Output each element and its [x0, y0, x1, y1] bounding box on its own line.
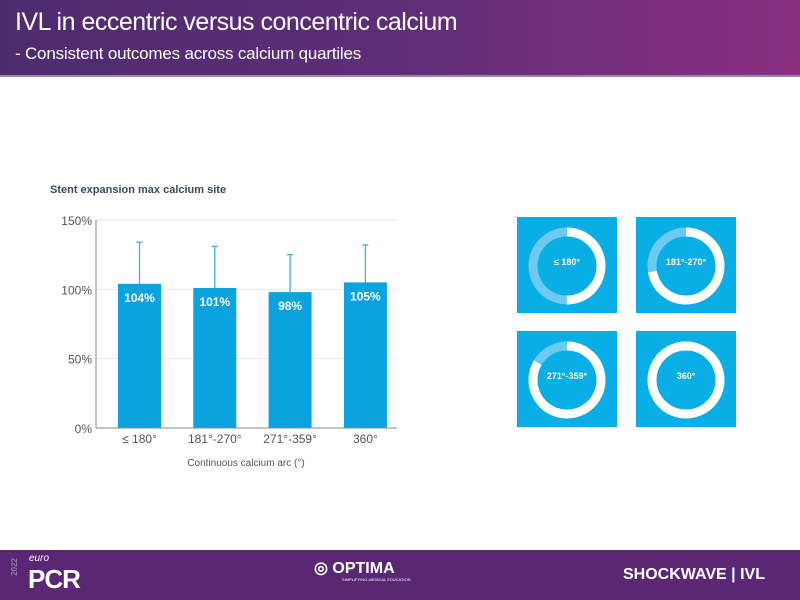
donut-arc	[528, 341, 606, 419]
donut-ring	[528, 227, 606, 305]
y-tick-label: 150%	[61, 214, 92, 228]
y-tick-label: 50%	[68, 353, 92, 367]
optima-logo: ◎ OPTIMA	[314, 560, 395, 577]
slide-title: IVL in eccentric versus concentric calci…	[15, 8, 458, 36]
donut-arc	[528, 227, 606, 305]
x-axis-title: Continuous calcium arc (°)	[187, 458, 304, 469]
donut-label: 271°-359°	[546, 371, 588, 381]
bar-value-label: 105%	[350, 289, 381, 303]
year-mark: 2022	[10, 558, 19, 576]
slide-subtitle: - Consistent outcomes across calcium qua…	[15, 44, 362, 63]
slide-header: IVL in eccentric versus concentric calci…	[0, 0, 800, 77]
donut-tile-2: 181°-270°	[636, 217, 736, 313]
donut-ring	[528, 341, 606, 419]
bar-value-label: 101%	[199, 295, 230, 309]
donut-label: 360°	[676, 371, 696, 381]
optima-tagline: SIMPLIFYING MEDICAL EDUCATION	[342, 577, 411, 582]
donut-tile-4: 360°	[636, 331, 736, 427]
slide-footer: PCR 2022 euro ◎ OPTIMA SIMPLIFYING MEDIC…	[0, 550, 800, 600]
donut-tile-3: 271°-359°	[517, 331, 617, 427]
bar-value-label: 98%	[278, 299, 302, 313]
donut-tile-1: ≤ 180°	[517, 217, 617, 313]
donut-label: 181°-270°	[665, 257, 707, 267]
bar	[268, 292, 312, 428]
y-tick-label: 100%	[61, 283, 92, 297]
x-tick-label: 181°-270°	[188, 432, 242, 446]
bar	[118, 283, 161, 428]
chart-title: Stent expansion max calcium site	[50, 184, 227, 196]
y-tick-label: 0%	[75, 422, 93, 436]
bar-value-label: 104%	[124, 291, 155, 305]
donut-ring	[647, 341, 725, 419]
bar-chart: 0% 50% 100% 150% 104% ≤ 180° 101% 181°-270° 98% 2…	[61, 214, 397, 469]
euro-text: euro	[29, 553, 50, 564]
donut-label: ≤ 180°	[553, 257, 581, 267]
europcr-logo: PCR	[28, 564, 81, 594]
donut-ring	[647, 227, 725, 305]
x-tick-label: ≤ 180°	[122, 432, 157, 446]
donut-arc	[647, 341, 725, 419]
bar	[343, 282, 387, 428]
shockwave-logo: SHOCKWAVE | IVL	[623, 566, 765, 583]
x-tick-label: 360°	[353, 432, 378, 446]
x-tick-label: 271°-359°	[263, 432, 317, 446]
bar	[193, 287, 237, 428]
donut-arc	[647, 227, 725, 305]
